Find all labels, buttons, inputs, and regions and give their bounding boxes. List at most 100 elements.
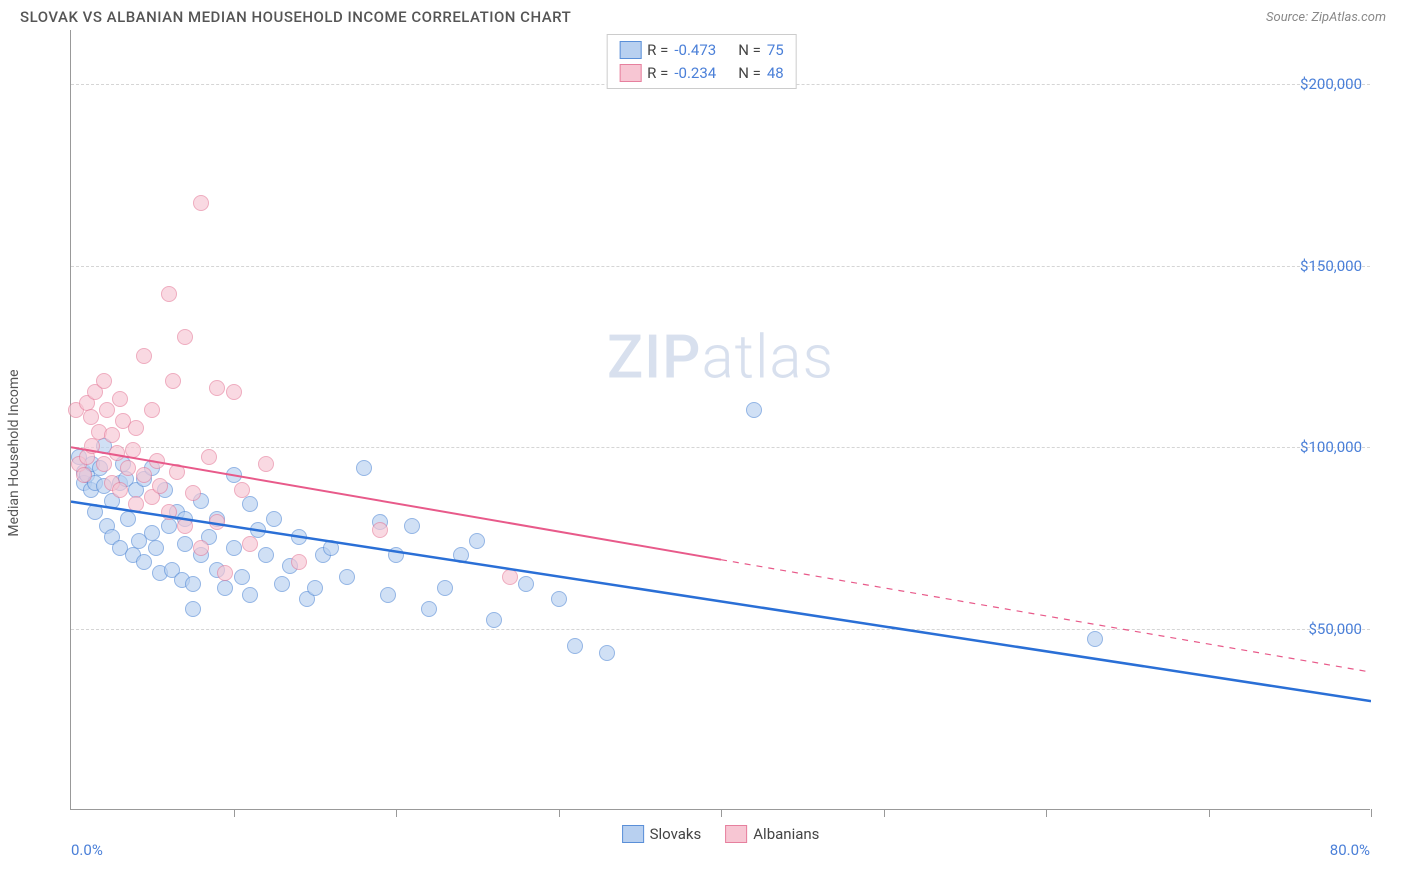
data-point-slovaks	[356, 460, 372, 476]
y-tick-label: $100,000	[1300, 438, 1362, 456]
data-point-albanians	[169, 464, 185, 480]
r-value: -0.234	[674, 62, 716, 85]
data-point-slovaks	[185, 601, 201, 617]
y-axis-label: Median Household Income	[6, 369, 22, 536]
data-point-slovaks	[136, 554, 152, 570]
data-point-slovaks	[87, 504, 103, 520]
data-point-slovaks	[339, 569, 355, 585]
r-value: -0.473	[674, 39, 716, 62]
data-point-slovaks	[242, 587, 258, 603]
n-value: 48	[767, 62, 784, 85]
source-name: ZipAtlas.com	[1311, 10, 1386, 25]
data-point-slovaks	[266, 511, 282, 527]
data-point-albanians	[128, 420, 144, 436]
legend-swatch	[725, 825, 747, 843]
data-point-slovaks	[453, 547, 469, 563]
data-point-slovaks	[437, 580, 453, 596]
legend-item-albanians: Albanians	[725, 825, 819, 843]
data-point-slovaks	[242, 496, 258, 512]
data-point-albanians	[99, 402, 115, 418]
data-point-albanians	[149, 453, 165, 469]
data-point-slovaks	[274, 576, 290, 592]
data-point-albanians	[291, 554, 307, 570]
data-point-albanians	[372, 522, 388, 538]
data-point-slovaks	[250, 522, 266, 538]
x-tick	[721, 809, 722, 817]
data-point-slovaks	[388, 547, 404, 563]
legend-label: Slovaks	[650, 825, 702, 843]
series-legend: Slovaks Albanians	[622, 825, 820, 843]
data-point-slovaks	[226, 467, 242, 483]
plot-region: ZIPatlas $50,000$100,000$150,000$200,000…	[70, 30, 1370, 810]
n-label: N =	[738, 39, 761, 62]
y-tick-label: $200,000	[1300, 75, 1362, 93]
swatch-albanians	[619, 64, 641, 82]
x-max-label: 80.0%	[1330, 841, 1370, 859]
data-point-slovaks	[518, 576, 534, 592]
data-point-slovaks	[469, 533, 485, 549]
data-point-slovaks	[567, 638, 583, 654]
y-tick-label: $150,000	[1300, 257, 1362, 275]
data-point-albanians	[234, 482, 250, 498]
trend-line-slovaks	[71, 502, 1371, 702]
chart-source: Source: ZipAtlas.com	[1266, 10, 1386, 25]
data-point-albanians	[112, 391, 128, 407]
data-point-slovaks	[217, 580, 233, 596]
x-tick	[884, 809, 885, 817]
data-point-slovaks	[486, 612, 502, 628]
x-min-label: 0.0%	[71, 841, 103, 859]
data-point-slovaks	[234, 569, 250, 585]
n-value: 75	[767, 39, 784, 62]
x-tick	[234, 809, 235, 817]
data-point-albanians	[226, 384, 242, 400]
data-point-albanians	[193, 195, 209, 211]
data-point-albanians	[76, 467, 92, 483]
data-point-albanians	[193, 540, 209, 556]
data-point-albanians	[258, 456, 274, 472]
chart-header: SLOVAK VS ALBANIAN MEDIAN HOUSEHOLD INCO…	[0, 0, 1406, 30]
data-point-albanians	[209, 514, 225, 530]
data-point-albanians	[502, 569, 518, 585]
source-label: Source:	[1266, 10, 1311, 25]
y-tick-label: $50,000	[1308, 620, 1362, 638]
n-label: N =	[738, 62, 761, 85]
data-point-slovaks	[599, 645, 615, 661]
trend-line-dashed-albanians	[721, 560, 1371, 672]
data-point-albanians	[201, 449, 217, 465]
data-point-albanians	[161, 286, 177, 302]
data-point-albanians	[165, 373, 181, 389]
data-point-albanians	[177, 518, 193, 534]
data-point-slovaks	[404, 518, 420, 534]
data-point-slovaks	[120, 511, 136, 527]
data-point-slovaks	[185, 576, 201, 592]
data-point-slovaks	[148, 540, 164, 556]
data-point-albanians	[109, 445, 125, 461]
watermark-atlas: atlas	[701, 322, 834, 393]
data-point-slovaks	[551, 591, 567, 607]
data-point-albanians	[177, 329, 193, 345]
x-tick	[1371, 809, 1372, 817]
chart-area: Median Household Income ZIPatlas $50,000…	[20, 30, 1386, 860]
stats-legend: R =-0.473N =75R =-0.234N =48	[606, 34, 797, 89]
chart-title: SLOVAK VS ALBANIAN MEDIAN HOUSEHOLD INCO…	[20, 8, 571, 26]
data-point-slovaks	[226, 540, 242, 556]
data-point-albanians	[125, 442, 141, 458]
data-point-slovaks	[1087, 631, 1103, 647]
stats-row-slovaks: R =-0.473N =75	[619, 39, 784, 62]
data-point-albanians	[96, 456, 112, 472]
data-point-slovaks	[746, 402, 762, 418]
data-point-slovaks	[161, 518, 177, 534]
x-tick	[396, 809, 397, 817]
x-tick	[1209, 809, 1210, 817]
data-point-albanians	[128, 496, 144, 512]
data-point-albanians	[112, 482, 128, 498]
data-point-slovaks	[323, 540, 339, 556]
data-point-slovaks	[421, 601, 437, 617]
data-point-slovaks	[380, 587, 396, 603]
data-point-albanians	[161, 504, 177, 520]
gridline	[71, 447, 1370, 448]
data-point-albanians	[136, 348, 152, 364]
data-point-albanians	[242, 536, 258, 552]
data-point-albanians	[144, 402, 160, 418]
data-point-albanians	[104, 427, 120, 443]
